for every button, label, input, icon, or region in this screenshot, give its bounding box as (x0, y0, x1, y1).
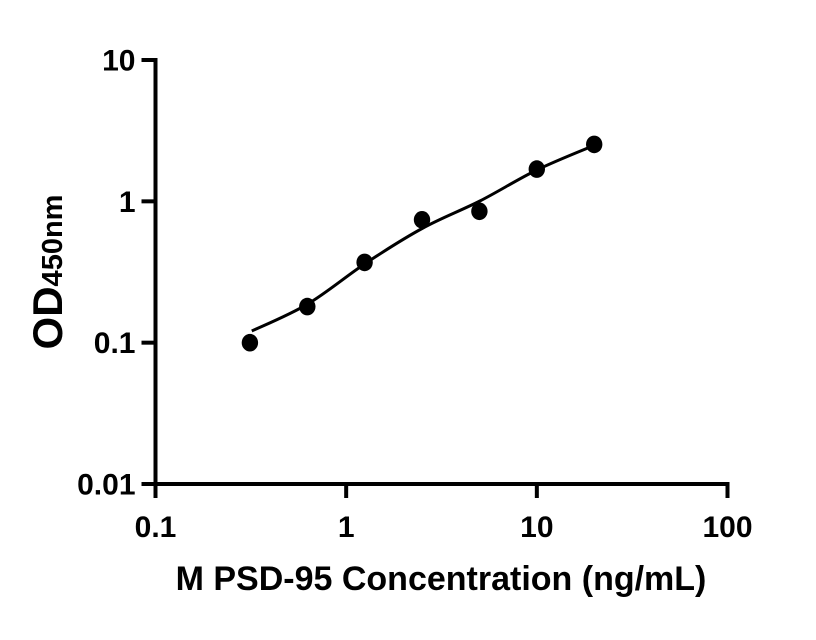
data-point (241, 333, 259, 352)
y-tick-label: 10 (102, 45, 135, 78)
data-points (241, 135, 603, 352)
axes (153, 58, 730, 486)
data-point (471, 202, 488, 221)
data-point (299, 297, 316, 316)
y-tick-label: 1 (119, 186, 136, 219)
y-axis-ticks: 10 1 0.1 0.01 (77, 45, 156, 502)
y-axis-title-subscript: 450nm (37, 195, 69, 287)
y-axis-title: OD450nm (24, 195, 71, 350)
y-tick-label: 0.1 (94, 327, 136, 360)
data-point (586, 135, 603, 154)
y-axis-title-main: OD (24, 286, 71, 349)
data-point (413, 211, 431, 229)
y-tick-label: 0.01 (77, 469, 135, 502)
data-point (356, 253, 373, 272)
axis-frame (153, 58, 730, 486)
data-point (528, 160, 545, 178)
x-tick-label: 1 (338, 511, 355, 544)
x-axis-title: M PSD-95 Concentration (ng/mL) (176, 560, 707, 598)
x-tick-label: 0.1 (135, 511, 177, 544)
x-tick-label: 10 (520, 511, 553, 544)
x-axis-ticks: 0.1 1 10 100 (135, 484, 753, 544)
x-tick-label: 100 (702, 511, 752, 544)
